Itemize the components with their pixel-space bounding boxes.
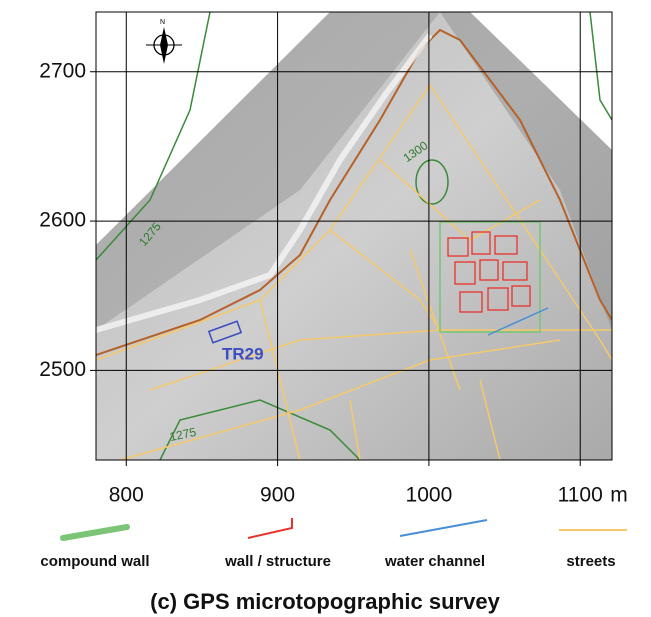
legend-swatch (248, 518, 292, 538)
y-tick-label: 2600 (39, 209, 86, 232)
x-unit: m (610, 484, 628, 507)
legend-label: streets (566, 553, 615, 570)
x-tick-label: 800 (109, 484, 144, 507)
legend-swatch (63, 527, 127, 538)
x-tick-label: 1000 (406, 484, 453, 507)
map: 1275 1300 1275 TR29 N (96, 12, 612, 460)
legend-swatch (400, 520, 487, 536)
legend-label: wall / structure (224, 553, 331, 570)
caption: (c) GPS microtopographic survey (150, 589, 500, 614)
x-tick-label: 900 (260, 484, 295, 507)
site-label: TR29 (222, 344, 264, 363)
figure: 1275 1300 1275 TR29 N (c) GPS microtopog… (0, 0, 651, 617)
y-tick-label: 2500 (39, 358, 86, 381)
north-label: N (160, 19, 165, 26)
x-tick-label: 1100 (558, 484, 603, 507)
legend-label: compound wall (40, 553, 149, 570)
legend-label: water channel (384, 553, 485, 570)
y-tick-label: 2700 (39, 59, 86, 82)
